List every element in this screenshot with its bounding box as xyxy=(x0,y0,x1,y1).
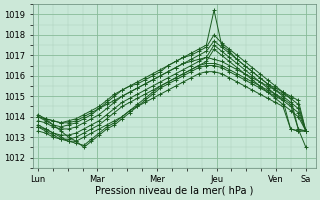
X-axis label: Pression niveau de la mer( hPa ): Pression niveau de la mer( hPa ) xyxy=(95,186,253,196)
